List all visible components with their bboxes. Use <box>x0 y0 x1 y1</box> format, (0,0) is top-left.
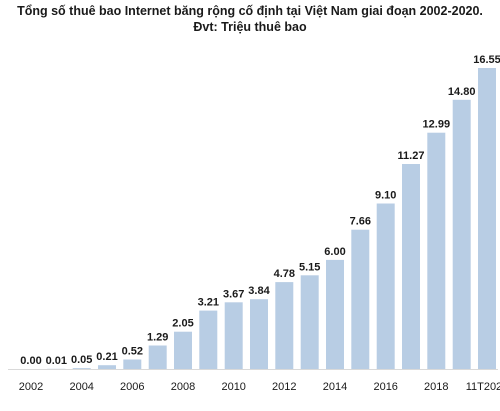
x-tick-label-2018: 2018 <box>424 381 448 393</box>
data-label-2005: 0.21 <box>96 351 117 363</box>
bar-2005 <box>98 365 116 369</box>
bar-2010 <box>224 302 243 369</box>
chart-title-block: Tổng số thuê bao Internet băng rộng cố đ… <box>0 3 500 35</box>
data-label-2009: 3.21 <box>198 297 219 309</box>
data-label-2007: 1.29 <box>147 332 168 344</box>
bar-2007 <box>148 345 167 369</box>
data-label-2014: 6.00 <box>324 246 345 258</box>
bar-2015 <box>351 229 370 369</box>
bar-2011 <box>250 299 268 369</box>
x-tick-label-11T2020: 11T2020 <box>466 381 500 393</box>
bar-2009 <box>199 310 218 369</box>
bar-2014 <box>326 259 344 369</box>
data-label-2011: 3.84 <box>248 285 270 297</box>
data-label-2008: 2.05 <box>172 318 193 330</box>
chart-title: Tổng số thuê bao Internet băng rộng cố đ… <box>17 4 483 18</box>
bar-2013 <box>300 275 319 369</box>
x-tick-label-2008: 2008 <box>171 381 195 393</box>
x-tick-label-2010: 2010 <box>221 381 245 393</box>
x-tick-label-2004: 2004 <box>69 381 93 393</box>
data-label-2013: 5.15 <box>299 261 320 273</box>
bar-2017 <box>402 164 420 369</box>
data-label-2010: 3.67 <box>223 288 244 300</box>
bar-2018 <box>427 132 446 369</box>
x-tick-label-2016: 2016 <box>373 381 397 393</box>
x-tick-label-2014: 2014 <box>323 381 347 393</box>
x-tick-label-2006: 2006 <box>120 381 144 393</box>
data-label-2002: 0.00 <box>20 355 41 367</box>
bar-2008 <box>174 331 192 369</box>
bar-2012 <box>275 282 294 369</box>
data-label-2019: 14.80 <box>448 86 476 98</box>
data-label-11T2020: 16.55 <box>473 54 500 66</box>
x-tick-label-2012: 2012 <box>272 381 296 393</box>
bar-2004 <box>72 368 91 369</box>
data-label-2003: 0.01 <box>46 355 67 367</box>
data-label-2012: 4.78 <box>274 268 295 280</box>
data-label-2006: 0.52 <box>122 346 143 358</box>
data-label-2018: 12.99 <box>423 119 451 131</box>
chart-subtitle: Đvt: Triệu thuê bao <box>193 20 307 34</box>
bar-2016 <box>376 203 395 369</box>
bar-2006 <box>123 359 142 369</box>
data-label-2016: 9.10 <box>375 190 396 202</box>
bar-11T2020 <box>478 68 496 369</box>
x-tick-label-2002: 2002 <box>19 381 43 393</box>
data-label-2004: 0.05 <box>71 354 92 366</box>
bar-2019 <box>452 99 471 370</box>
data-label-2015: 7.66 <box>350 216 371 228</box>
data-label-2017: 11.27 <box>398 150 425 162</box>
